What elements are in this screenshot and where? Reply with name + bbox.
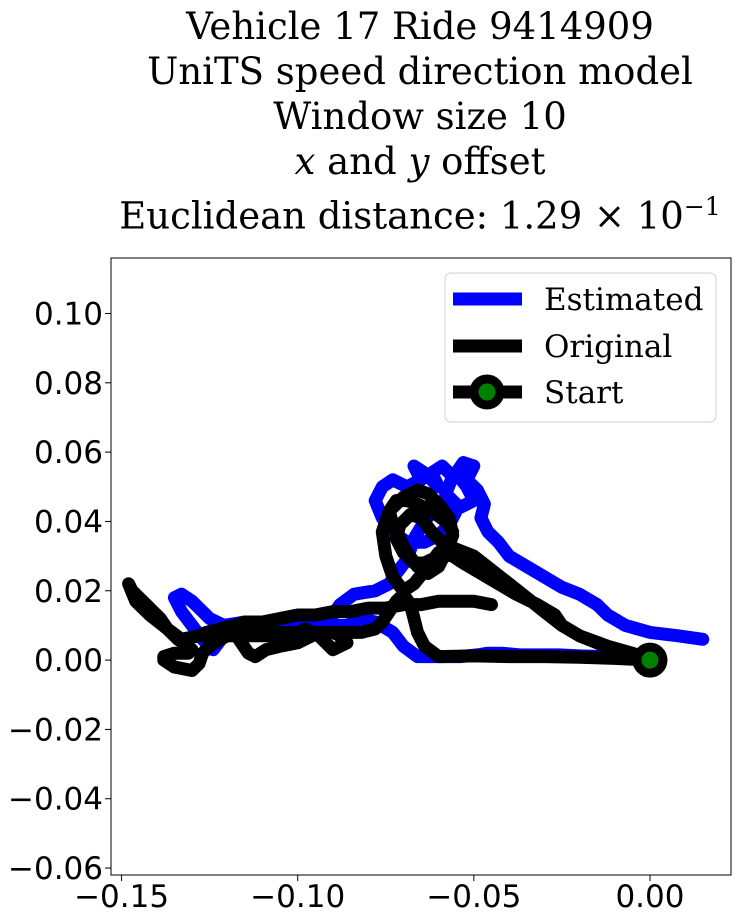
y-tick-label: −0.04 xyxy=(8,782,103,818)
y-tick-label: −0.06 xyxy=(8,851,103,887)
title-offset-text: offset xyxy=(429,140,546,183)
title-and-text: and xyxy=(315,140,409,183)
plot-frame xyxy=(110,257,732,876)
legend-label-original: Original xyxy=(544,329,672,365)
y-tick-label: 0.10 xyxy=(34,296,103,332)
y-tick-label: 0.00 xyxy=(34,643,103,679)
title-line-5: Euclidean distance: 1.29 × 10−1 xyxy=(100,184,739,238)
legend: Estimated Original Start xyxy=(444,272,717,423)
title-line-2: UniTS speed direction model xyxy=(147,50,693,93)
legend-label-estimated: Estimated xyxy=(544,282,703,318)
title-line-3: Window size 10 xyxy=(273,95,567,138)
plot-layer xyxy=(122,456,710,678)
title-line-4: x and y offset xyxy=(100,139,739,184)
title-distance-exponent: −1 xyxy=(683,192,721,221)
title-distance-prefix: Euclidean distance: xyxy=(119,194,500,238)
x-tick-label: −0.10 xyxy=(250,879,345,915)
y-tick-label: 0.04 xyxy=(34,504,103,540)
chart-title: Vehicle 17 Ride 9414909 UniTS speed dire… xyxy=(100,4,739,238)
legend-box xyxy=(444,272,717,423)
title-line-1: Vehicle 17 Ride 9414909 xyxy=(186,5,654,48)
y-tick-label: −0.02 xyxy=(8,712,103,748)
x-tick-label: −0.15 xyxy=(74,879,169,915)
axes-layer: −0.15 −0.10 −0.05 0.00 −0.06 −0.04 −0.02 0.00 0.… xyxy=(8,257,732,915)
title-y-symbol: y xyxy=(408,140,430,183)
start-point-marker xyxy=(632,642,668,678)
series-line-original xyxy=(122,483,657,677)
y-tick-label: 0.02 xyxy=(34,574,103,610)
title-x-symbol: x xyxy=(294,140,316,183)
x-tick-label: −0.05 xyxy=(426,879,521,915)
series-line-estimated xyxy=(167,456,710,667)
y-tick-label: 0.08 xyxy=(34,366,103,402)
legend-start-marker xyxy=(469,374,505,410)
title-distance-value: 1.29 × 10 xyxy=(499,194,684,238)
x-tick-label: 0.00 xyxy=(615,879,684,915)
legend-label-start: Start xyxy=(544,375,624,411)
y-tick-label: 0.06 xyxy=(34,435,103,471)
